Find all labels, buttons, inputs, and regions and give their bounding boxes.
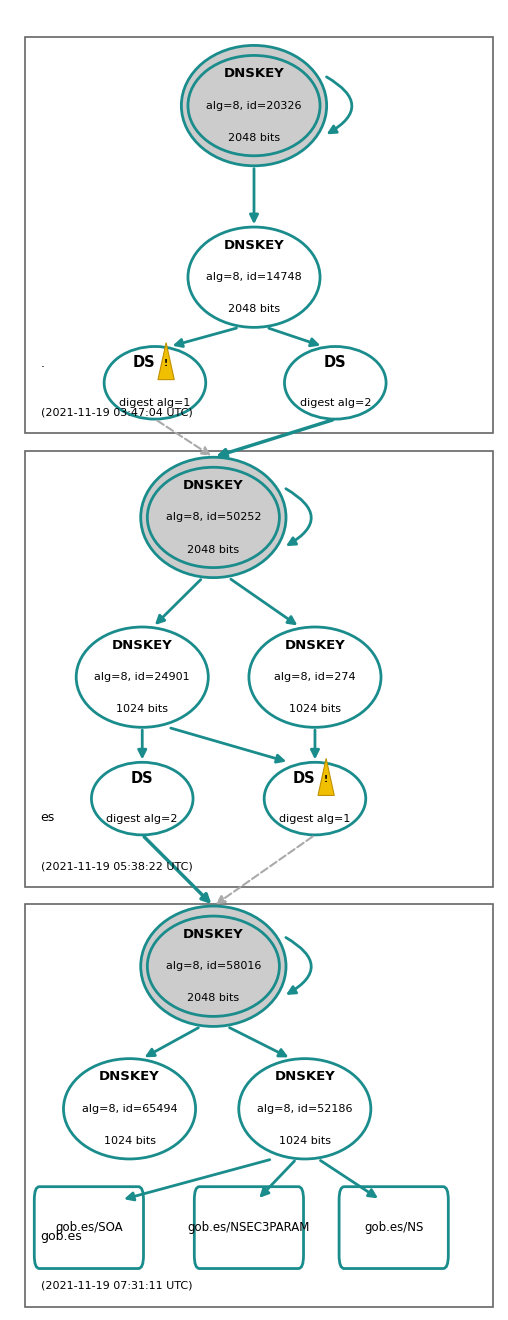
Text: es: es	[41, 810, 55, 824]
Text: 2048 bits: 2048 bits	[228, 305, 280, 314]
Text: 1024 bits: 1024 bits	[116, 705, 168, 714]
Text: digest alg=2: digest alg=2	[300, 399, 371, 408]
Ellipse shape	[249, 627, 381, 727]
Text: alg=8, id=14748: alg=8, id=14748	[206, 272, 302, 282]
Polygon shape	[158, 343, 174, 380]
Text: 1024 bits: 1024 bits	[289, 705, 341, 714]
Text: DNSKEY: DNSKEY	[224, 239, 284, 252]
Text: DNSKEY: DNSKEY	[274, 1071, 335, 1084]
Ellipse shape	[141, 906, 286, 1027]
Text: alg=8, id=58016: alg=8, id=58016	[166, 961, 261, 972]
Text: gob.es/SOA: gob.es/SOA	[55, 1221, 123, 1234]
Text: alg=8, id=24901: alg=8, id=24901	[94, 672, 190, 682]
Text: DS: DS	[131, 771, 153, 785]
Ellipse shape	[64, 1059, 196, 1159]
Text: !: !	[164, 359, 168, 368]
Ellipse shape	[284, 347, 386, 420]
Text: 1024 bits: 1024 bits	[104, 1137, 155, 1146]
Text: digest alg=1: digest alg=1	[119, 399, 190, 408]
FancyArrowPatch shape	[327, 77, 352, 133]
Text: DNSKEY: DNSKEY	[112, 639, 173, 652]
Text: DS: DS	[133, 355, 155, 370]
Ellipse shape	[264, 763, 366, 836]
Text: alg=8, id=20326: alg=8, id=20326	[206, 100, 302, 111]
Ellipse shape	[104, 347, 206, 420]
Ellipse shape	[188, 227, 320, 327]
Text: DNSKEY: DNSKEY	[183, 928, 244, 941]
Ellipse shape	[76, 627, 208, 727]
Text: alg=8, id=52186: alg=8, id=52186	[257, 1104, 353, 1114]
Text: DNSKEY: DNSKEY	[284, 639, 345, 652]
Ellipse shape	[188, 55, 320, 156]
Text: 2048 bits: 2048 bits	[187, 994, 239, 1003]
Bar	[25, 451, 493, 887]
Text: DS: DS	[293, 771, 315, 785]
FancyBboxPatch shape	[194, 1187, 303, 1269]
Text: (2021-11-19 07:31:11 UTC): (2021-11-19 07:31:11 UTC)	[41, 1280, 192, 1291]
Ellipse shape	[239, 1059, 371, 1159]
Text: (2021-11-19 05:38:22 UTC): (2021-11-19 05:38:22 UTC)	[41, 861, 193, 871]
Text: (2021-11-19 03:47:04 UTC): (2021-11-19 03:47:04 UTC)	[41, 407, 193, 417]
Text: DS: DS	[324, 355, 346, 370]
FancyBboxPatch shape	[339, 1187, 448, 1269]
Text: DNSKEY: DNSKEY	[99, 1071, 160, 1084]
Text: gob.es: gob.es	[41, 1230, 82, 1243]
Text: .: .	[41, 356, 45, 370]
Text: 2048 bits: 2048 bits	[187, 545, 239, 554]
FancyArrowPatch shape	[286, 937, 311, 994]
Text: DNSKEY: DNSKEY	[183, 479, 244, 492]
Ellipse shape	[181, 45, 327, 166]
Text: !: !	[324, 775, 328, 784]
FancyBboxPatch shape	[34, 1187, 143, 1269]
Text: gob.es/NSEC3PARAM: gob.es/NSEC3PARAM	[188, 1221, 310, 1234]
Text: gob.es/NS: gob.es/NS	[364, 1221, 423, 1234]
Text: alg=8, id=65494: alg=8, id=65494	[82, 1104, 177, 1114]
Text: 2048 bits: 2048 bits	[228, 133, 280, 143]
Text: DNSKEY: DNSKEY	[224, 67, 284, 81]
Text: alg=8, id=50252: alg=8, id=50252	[166, 512, 261, 523]
Bar	[25, 37, 493, 433]
Polygon shape	[318, 759, 334, 796]
Ellipse shape	[91, 763, 193, 836]
FancyArrowPatch shape	[286, 488, 311, 545]
Bar	[25, 904, 493, 1307]
Text: 1024 bits: 1024 bits	[279, 1137, 331, 1146]
Text: digest alg=2: digest alg=2	[107, 814, 178, 824]
Ellipse shape	[147, 467, 279, 568]
Ellipse shape	[147, 916, 279, 1016]
Text: digest alg=1: digest alg=1	[279, 814, 351, 824]
Ellipse shape	[141, 457, 286, 578]
Text: alg=8, id=274: alg=8, id=274	[274, 672, 356, 682]
